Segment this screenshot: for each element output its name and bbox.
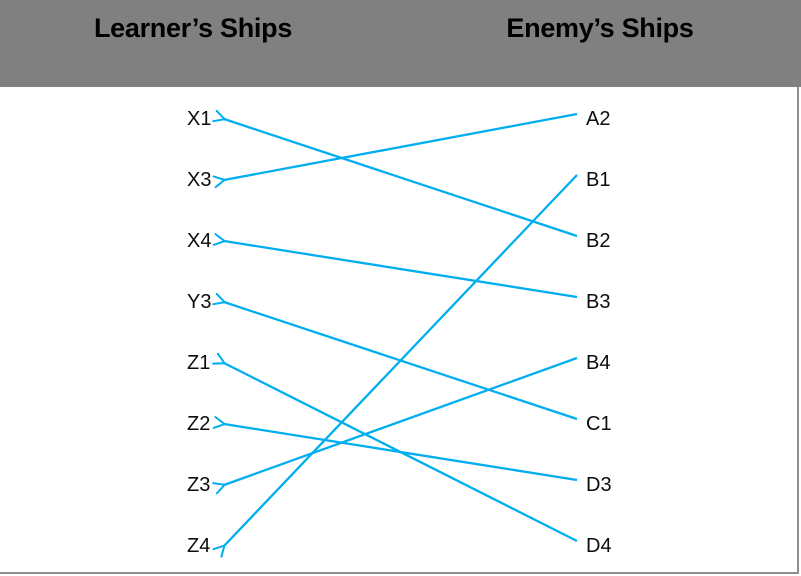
- enemy-ship-B3: B3: [586, 291, 611, 313]
- connection-D4-to-Z1: [212, 352, 578, 543]
- learner-ship-Z4: Z4: [187, 535, 211, 557]
- enemy-ship-B1: B1: [586, 169, 611, 191]
- right-border: [797, 87, 799, 574]
- learner-ship-X1: X1: [187, 108, 212, 130]
- connection-B2-to-X1: [212, 109, 578, 238]
- enemy-column-title: Enemy’s Ships: [506, 13, 694, 43]
- connection-A2-to-X3: [212, 112, 578, 189]
- enemy-ship-D3: D3: [586, 474, 612, 496]
- enemy-ship-C1: C1: [586, 413, 612, 435]
- learner-ship-Z2: Z2: [187, 413, 211, 435]
- connection-C1-to-Y3: [212, 292, 578, 421]
- header-band: Learner’s Ships Enemy’s Ships: [0, 0, 801, 87]
- enemy-ship-B4: B4: [586, 352, 611, 374]
- learner-ship-X3: X3: [187, 169, 212, 191]
- enemy-ship-D4: D4: [586, 535, 612, 557]
- enemy-ship-B2: B2: [586, 230, 611, 252]
- connection-B3-to-X4: [212, 233, 578, 299]
- bottom-border: [0, 572, 799, 574]
- learner-column-title: Learner’s Ships: [93, 13, 293, 43]
- learner-ship-Z3: Z3: [187, 474, 211, 496]
- learner-ship-Y3: Y3: [187, 291, 212, 313]
- enemy-ship-A2: A2: [586, 108, 611, 130]
- learner-ship-Z1: Z1: [187, 352, 211, 374]
- learner-ship-X4: X4: [187, 230, 212, 252]
- connection-B4-to-Z3: [212, 356, 578, 495]
